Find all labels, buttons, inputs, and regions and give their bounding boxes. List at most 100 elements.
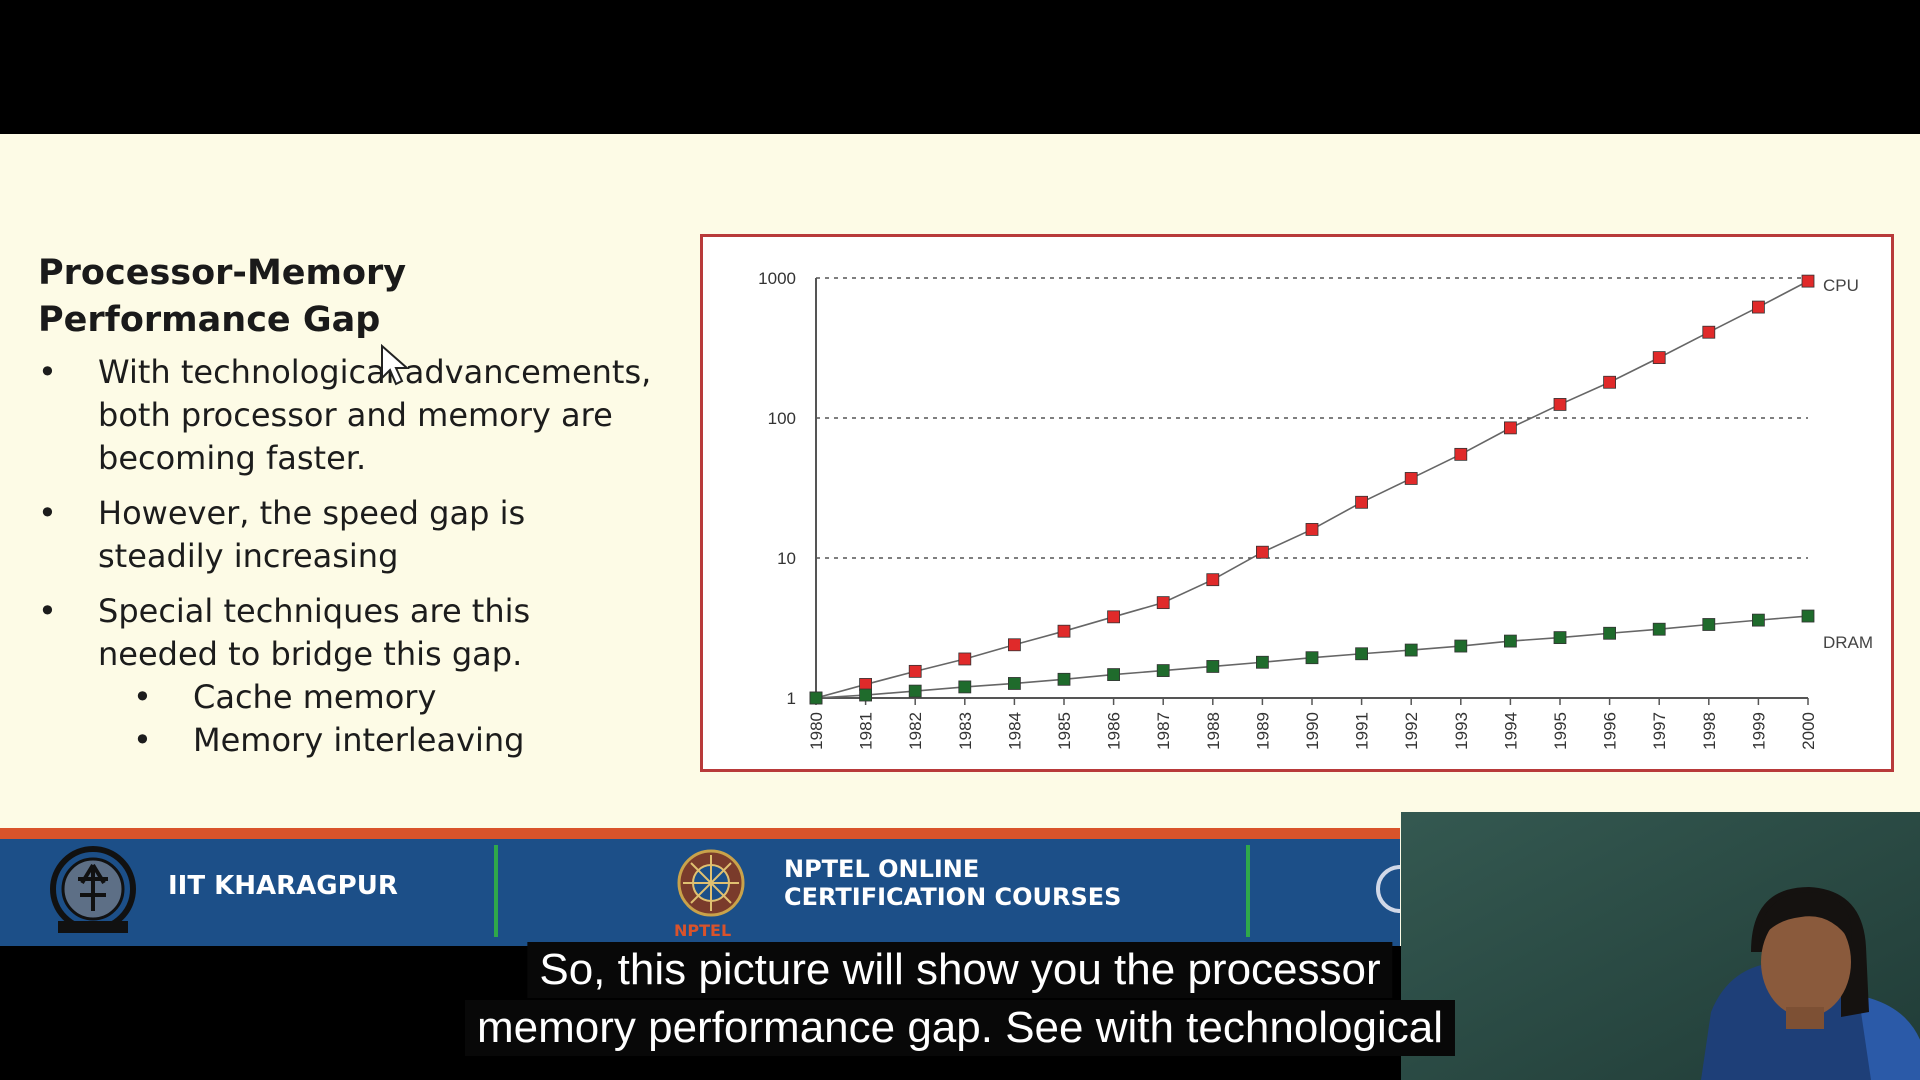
data-point-cpu <box>958 652 972 666</box>
performance-chart: 1 10 100 1000 1980 1981 1982 1983 1984 1985 1986 19… <box>700 234 1894 772</box>
sub-bullet-text: Cache memory <box>193 678 437 716</box>
x-tick-label: 1981 <box>857 712 876 750</box>
data-point-dram <box>1702 618 1716 631</box>
x-tick-label: 1987 <box>1154 712 1173 750</box>
data-point-dram <box>958 680 972 694</box>
data-point-dram <box>1801 609 1815 623</box>
data-point-dram <box>1603 626 1616 640</box>
subtitle-caption: So, this picture will show you the proce… <box>0 942 1920 1080</box>
x-tick-label: 1988 <box>1204 712 1223 750</box>
data-point-dram <box>1504 634 1517 648</box>
x-tick-label: 1982 <box>906 712 925 750</box>
x-tick-label: 2000 <box>1799 712 1818 750</box>
y-tick-label: 1 <box>787 689 796 708</box>
data-point-cpu <box>1504 421 1517 435</box>
data-point-dram <box>809 691 823 705</box>
series-label-dram: DRAM <box>1823 633 1873 652</box>
x-tick-label: 1983 <box>956 712 975 750</box>
sub-bullet-text: Memory interleaving <box>193 721 525 759</box>
x-tick-label: 1984 <box>1005 712 1024 750</box>
bullet-dot: • <box>133 678 152 716</box>
data-point-dram <box>1206 660 1220 673</box>
data-point-dram <box>1007 677 1021 690</box>
x-tick-label: 1989 <box>1253 712 1272 750</box>
partial-logo-icon <box>1376 865 1400 913</box>
data-point-dram <box>1752 613 1765 627</box>
x-tick-label: 1995 <box>1551 712 1570 750</box>
sub-bullet-item: • Memory interleaving <box>38 719 658 762</box>
x-tick-label: 1990 <box>1303 712 1322 750</box>
instructor-video <box>1401 812 1920 1080</box>
footer-separator <box>494 845 498 937</box>
data-point-cpu <box>1057 624 1071 638</box>
bullet-text: Special techniques are this needed to br… <box>98 592 531 673</box>
data-point-dram <box>1256 655 1269 669</box>
data-point-cpu <box>1206 573 1220 587</box>
data-point-cpu <box>1355 495 1368 509</box>
data-point-cpu <box>1553 398 1567 411</box>
data-point-cpu <box>1652 351 1666 365</box>
x-tick-label: 1999 <box>1749 712 1768 750</box>
x-tick-label: 1986 <box>1105 712 1124 750</box>
data-point-cpu <box>1107 610 1121 624</box>
x-tick-label: 1998 <box>1700 712 1719 750</box>
x-tick-label: 1985 <box>1055 712 1074 750</box>
institute-name: IIT KHARAGPUR <box>168 871 398 901</box>
footer-banner: IIT KHARAGPUR NPTEL NPTEL ONLINE CERTIFI… <box>0 839 1400 946</box>
data-point-dram <box>859 688 873 702</box>
mouse-cursor-icon <box>381 344 410 386</box>
data-point-dram <box>1652 622 1666 636</box>
bullet-dot: • <box>133 721 152 759</box>
data-point-dram <box>1404 643 1418 657</box>
caption-line-2: memory performance gap. See with technol… <box>464 1000 1456 1056</box>
data-point-cpu <box>1256 545 1269 559</box>
data-point-cpu <box>1404 472 1418 485</box>
program-line-1: NPTEL ONLINE <box>784 855 980 883</box>
x-tick-label: 1994 <box>1501 712 1520 750</box>
x-tick-label: 1997 <box>1650 712 1669 750</box>
nptel-logo-icon <box>677 849 745 917</box>
nptel-label: NPTEL <box>674 921 732 940</box>
bullet-item: • With technological advancements, both p… <box>38 351 658 480</box>
x-tick-label: 1991 <box>1353 712 1372 750</box>
x-tick-label: 1993 <box>1452 712 1471 750</box>
data-point-dram <box>1454 639 1468 653</box>
slide-title: Processor-Memory Performance Gap <box>38 253 407 340</box>
data-point-cpu <box>859 678 873 691</box>
data-point-cpu <box>1454 447 1468 461</box>
data-point-cpu <box>1702 325 1716 339</box>
data-point-dram <box>1156 664 1170 677</box>
data-point-cpu <box>1305 523 1319 536</box>
caption-line-1: So, this picture will show you the proce… <box>527 942 1393 998</box>
footer-separator <box>1246 845 1250 937</box>
data-point-cpu <box>1801 274 1815 288</box>
x-tick-label: 1996 <box>1601 712 1620 750</box>
y-tick-label: 10 <box>777 549 796 568</box>
data-point-dram <box>1305 651 1319 665</box>
y-tick-label: 1000 <box>758 269 796 288</box>
bullet-item: • Special techniques are this needed to b… <box>38 590 658 676</box>
chart-svg: 1 10 100 1000 1980 1981 1982 1983 1984 1985 1986 19… <box>758 269 1873 750</box>
bullet-item: • However, the speed gap is steadily incr… <box>38 492 658 578</box>
x-tick-label: 1980 <box>807 712 826 750</box>
data-point-cpu <box>908 664 922 678</box>
data-point-dram <box>1057 672 1071 686</box>
instructor-webcam <box>1401 812 1920 1080</box>
bullet-dot: • <box>38 353 57 391</box>
bullet-list: • With technological advancements, both p… <box>38 351 658 762</box>
data-point-cpu <box>1156 596 1170 610</box>
data-point-dram <box>1355 647 1368 661</box>
data-point-cpu <box>1603 375 1616 389</box>
iit-kharagpur-logo-icon <box>50 846 136 933</box>
bullet-text: However, the speed gap is steadily incre… <box>98 494 526 575</box>
bullet-text: With technological advancements, both pr… <box>98 353 652 477</box>
data-point-cpu <box>1007 638 1021 652</box>
footer-divider <box>0 828 1400 839</box>
bullet-dot: • <box>38 592 57 630</box>
bullet-dot: • <box>38 494 57 532</box>
data-point-cpu <box>1752 300 1765 314</box>
program-line-2: CERTIFICATION COURSES <box>784 883 1122 911</box>
data-point-dram <box>1107 668 1121 681</box>
y-tick-label: 100 <box>768 409 796 428</box>
series-label-cpu: CPU <box>1823 276 1859 295</box>
